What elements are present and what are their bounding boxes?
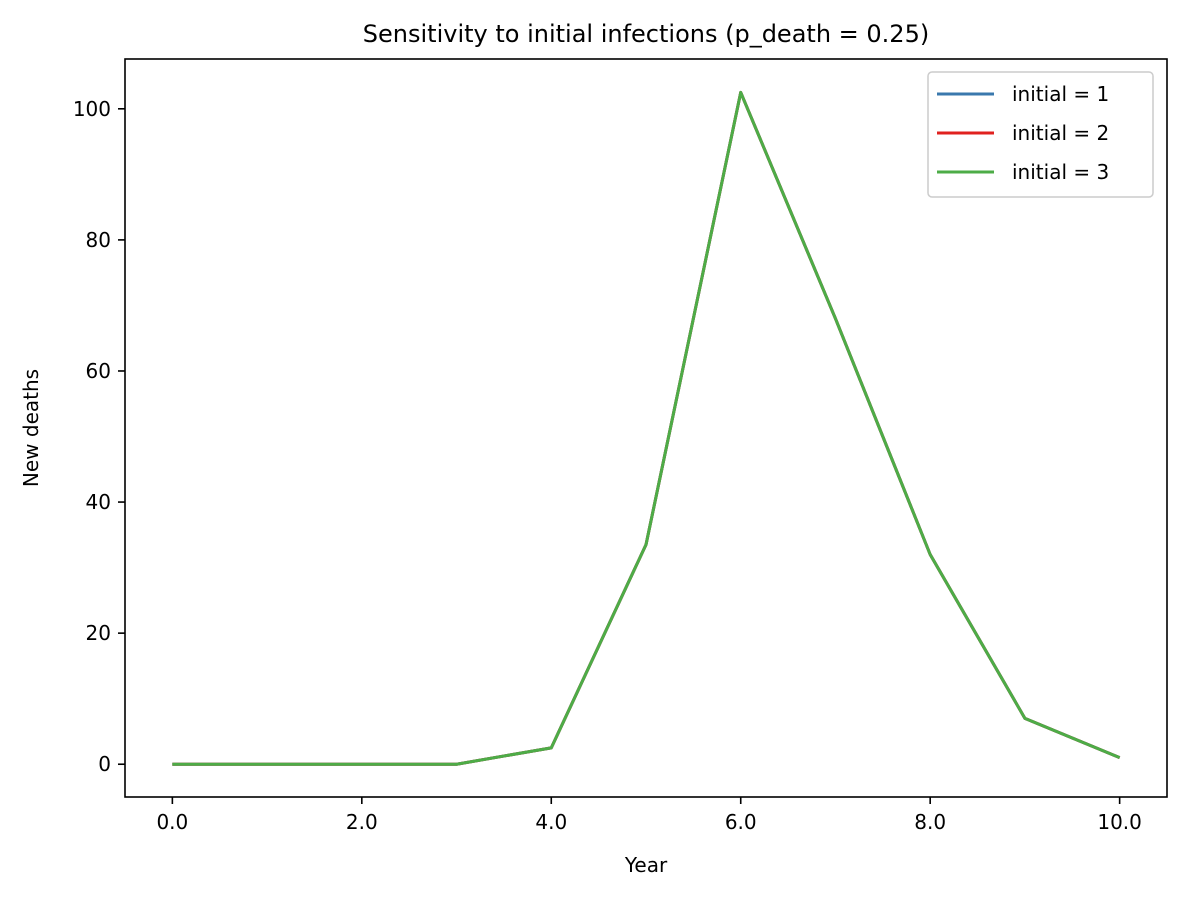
y-tick-label: 40 bbox=[86, 490, 111, 514]
y-tick-label: 0 bbox=[98, 752, 111, 776]
x-tick-label: 4.0 bbox=[535, 810, 567, 834]
x-tick-label: 6.0 bbox=[725, 810, 757, 834]
x-axis: 0.0 2.0 4.0 6.0 8.0 10.0 bbox=[156, 797, 1142, 834]
y-tick-label: 60 bbox=[86, 359, 111, 383]
y-axis: 0 20 40 60 80 100 bbox=[73, 97, 125, 776]
y-tick-label: 80 bbox=[86, 228, 111, 252]
legend: initial = 1 initial = 2 initial = 3 bbox=[927, 71, 1154, 198]
x-tick-label: 0.0 bbox=[156, 810, 188, 834]
series-lines bbox=[172, 90, 1121, 766]
y-axis-label: New deaths bbox=[19, 369, 43, 487]
chart-title: Sensitivity to initial infections (p_dea… bbox=[363, 20, 929, 48]
y-tick-label: 20 bbox=[86, 621, 111, 645]
y-tick-label: 100 bbox=[73, 97, 111, 121]
x-tick-label: 10.0 bbox=[1097, 810, 1142, 834]
series-line-initial-3 bbox=[172, 90, 1121, 766]
x-axis-label: Year bbox=[624, 853, 668, 877]
legend-box bbox=[927, 71, 1154, 198]
legend-label-initial-3: initial = 3 bbox=[1012, 160, 1109, 184]
legend-label-initial-2: initial = 2 bbox=[1012, 121, 1109, 145]
legend-label-initial-1: initial = 1 bbox=[1012, 82, 1109, 106]
plot-area-frame bbox=[124, 58, 1168, 798]
x-tick-label: 8.0 bbox=[914, 810, 946, 834]
x-tick-label: 2.0 bbox=[346, 810, 378, 834]
